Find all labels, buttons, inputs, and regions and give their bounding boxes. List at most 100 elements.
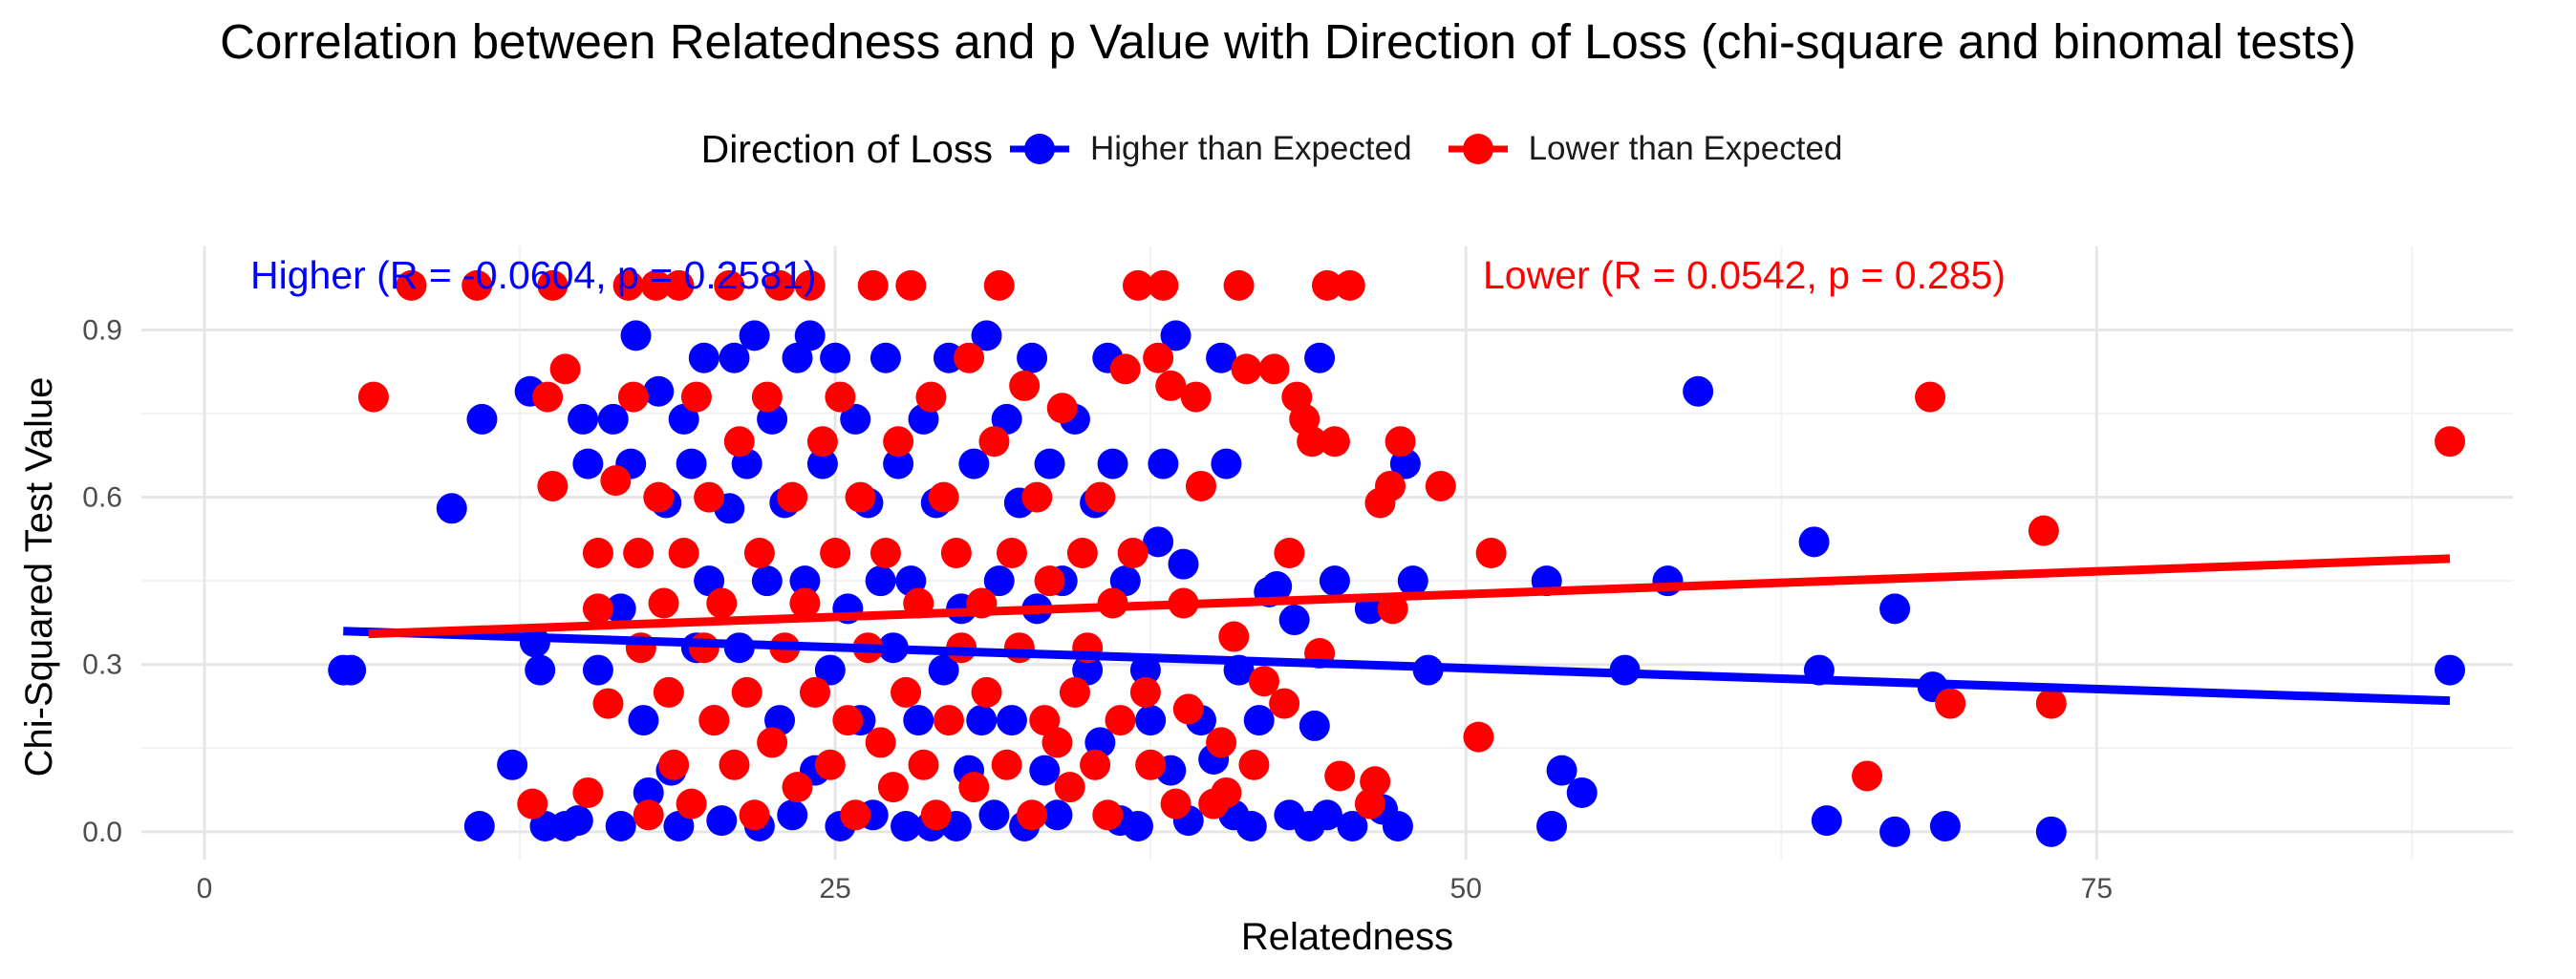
axes: 0 25 50 75 0.0 0.3 0.6 0.9 — [82, 315, 2113, 905]
data-point — [903, 705, 934, 736]
data-point — [1143, 526, 1174, 558]
data-point — [706, 587, 738, 619]
legend: Direction of Loss Higher than Expected L… — [0, 120, 2576, 178]
data-point — [2035, 816, 2067, 847]
data-point — [891, 676, 922, 708]
data-point — [633, 799, 664, 831]
series-lower — [357, 269, 2465, 831]
data-point — [1117, 538, 1148, 568]
data-point — [751, 565, 783, 597]
data-point — [1080, 749, 1111, 780]
data-point — [991, 403, 1022, 435]
data-point — [1385, 426, 1416, 458]
legend-label-lower: Lower than Expected — [1528, 130, 1843, 167]
y-tick-label: 0.3 — [82, 649, 122, 681]
data-point — [891, 810, 922, 841]
data-point — [1297, 426, 1328, 458]
data-point — [1879, 816, 1911, 847]
data-point — [1003, 632, 1035, 664]
data-point — [562, 805, 593, 837]
data-point — [806, 448, 838, 479]
data-point — [1206, 342, 1237, 373]
data-point — [1009, 370, 1041, 401]
data-point — [532, 381, 564, 413]
data-point — [933, 705, 964, 736]
x-tick-label: 50 — [1450, 873, 1482, 905]
data-point — [1334, 269, 1365, 301]
data-point — [1017, 342, 1048, 373]
data-point — [1109, 565, 1141, 597]
data-point — [1798, 526, 1830, 558]
data-point — [1382, 810, 1413, 841]
data-point — [680, 381, 712, 413]
data-point — [1172, 693, 1204, 725]
data-point — [1269, 688, 1300, 719]
data-point — [1129, 654, 1161, 686]
y-tick-label: 0.6 — [82, 482, 122, 514]
data-point — [1034, 448, 1065, 479]
data-point — [525, 654, 556, 686]
data-point — [869, 342, 901, 373]
data-point — [789, 565, 821, 597]
data-point — [928, 654, 959, 686]
data-point — [1324, 760, 1356, 792]
data-point — [1463, 721, 1494, 753]
data-point — [537, 470, 569, 501]
x-tick-label: 25 — [819, 873, 850, 905]
data-point — [698, 705, 730, 736]
data-point — [1041, 727, 1073, 758]
data-point — [1072, 654, 1104, 686]
legend-entry-higher: Higher than Expected — [1006, 125, 1412, 173]
data-point — [1811, 805, 1842, 837]
data-point — [739, 320, 770, 351]
data-point — [908, 749, 939, 780]
data-point — [1475, 538, 1507, 568]
data-point — [1375, 470, 1406, 501]
data-point — [1319, 565, 1350, 597]
data-point — [582, 538, 613, 568]
data-point — [1029, 705, 1061, 736]
data-point — [840, 403, 871, 435]
data-point — [883, 426, 914, 458]
y-axis-title: Chi-Squared Test Value — [18, 377, 60, 777]
data-point — [643, 481, 675, 513]
data-point — [1915, 381, 1946, 413]
data-point — [1034, 565, 1065, 597]
data-point — [940, 538, 972, 568]
fit-lines — [343, 554, 2451, 706]
data-point — [840, 799, 871, 831]
data-point — [1337, 810, 1368, 841]
data-point — [958, 772, 990, 803]
data-point — [1122, 269, 1153, 301]
data-point — [806, 426, 838, 458]
data-point — [663, 269, 695, 301]
data-point — [1059, 676, 1090, 708]
data-point — [1935, 688, 1966, 719]
data-point — [597, 403, 629, 435]
data-point — [643, 375, 675, 407]
y-tick-label: 0.0 — [82, 817, 122, 848]
data-point — [1206, 727, 1237, 758]
data-point — [1258, 353, 1290, 385]
data-point — [1211, 448, 1242, 479]
data-point — [751, 381, 783, 413]
data-point — [1312, 799, 1342, 831]
data-point — [436, 493, 467, 524]
data-point — [1143, 342, 1174, 373]
data-point — [1319, 426, 1350, 458]
data-point — [676, 788, 707, 819]
data-point — [1054, 772, 1085, 803]
data-point — [1929, 810, 1961, 841]
data-point — [1852, 760, 1883, 792]
data-point — [983, 269, 1015, 301]
data-point — [658, 749, 690, 780]
data-point — [628, 705, 659, 736]
data-point — [1155, 370, 1187, 401]
data-point — [2434, 654, 2465, 686]
data-point — [582, 654, 613, 686]
data-point — [978, 799, 1010, 831]
data-point — [1129, 676, 1161, 708]
data-point — [739, 799, 770, 831]
data-point — [1180, 381, 1212, 413]
data-point — [915, 381, 947, 413]
